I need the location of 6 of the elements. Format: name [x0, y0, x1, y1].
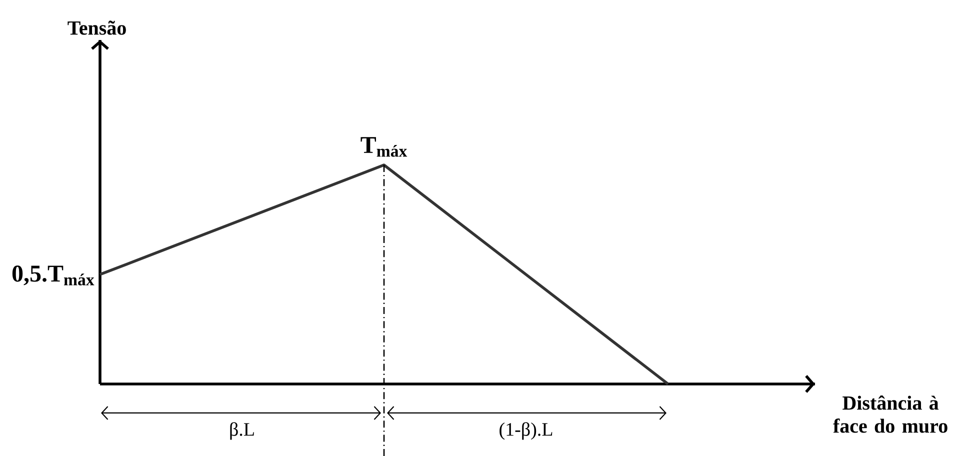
annotation: T$_{máx}$	[360, 137, 408, 157]
text: 0,5.T$_{máx}$	[12, 266, 94, 286]
text: Tensão	[68, 20, 126, 35]
text: (1-β).L	[500, 422, 552, 440]
x-axis-title: Distância à face do muro	[833, 396, 948, 433]
text: β.L	[230, 422, 254, 440]
